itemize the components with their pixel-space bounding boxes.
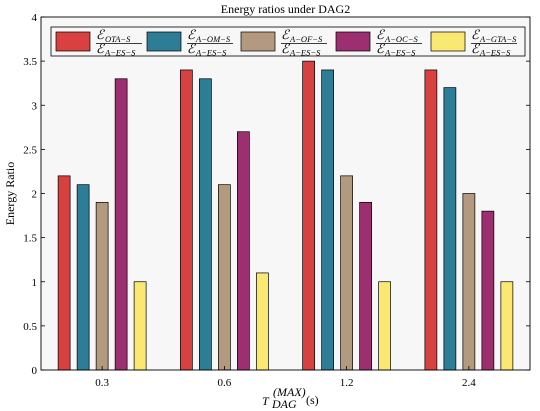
legend-den-4: A−ES−S bbox=[384, 48, 416, 58]
chart-title: Energy ratios under DAG2 bbox=[221, 2, 350, 16]
legend-symbol-den-1: ℰ bbox=[96, 41, 105, 56]
bar-series5-1.2 bbox=[378, 281, 391, 371]
y-tick-label-8: 4 bbox=[32, 12, 38, 24]
bar-series1-2.4 bbox=[424, 69, 438, 371]
legend-swatch-1 bbox=[55, 31, 91, 52]
legend-num-2: A−OM−S bbox=[195, 34, 231, 44]
bar-series5-0.3 bbox=[133, 281, 147, 371]
legend-num-3: A−OF−S bbox=[289, 34, 323, 44]
bar-series3-2.4 bbox=[462, 193, 476, 371]
legend-num-1: OTA−S bbox=[105, 34, 131, 44]
bar-series3-0.6 bbox=[218, 184, 231, 371]
bar-series4-2.4 bbox=[481, 210, 495, 371]
legend-den-3: A−ES−S bbox=[289, 48, 321, 58]
legend-symbol-den-5: ℰ bbox=[471, 41, 480, 56]
legend-den-2: A−ES−S bbox=[195, 48, 227, 58]
legend-swatch-2 bbox=[146, 31, 182, 52]
x-axis-label: T (MAX) DAG (s) bbox=[262, 385, 319, 411]
legend-item-4: ℰ A−OC−Sℰ A−ES−S bbox=[335, 27, 422, 58]
bar-series4-0.6 bbox=[237, 131, 250, 371]
legend-symbol-num-3: ℰ bbox=[281, 27, 290, 42]
legend-item-3: ℰ A−OF−Sℰ A−ES−S bbox=[240, 27, 327, 58]
x-axis: 0.3 0.6 1.2 2.4 bbox=[95, 366, 476, 389]
x-tick-label-0: 0.3 bbox=[95, 377, 109, 389]
x-tick-label-2: 1.2 bbox=[340, 377, 354, 389]
bar-series3-1.2 bbox=[340, 175, 353, 371]
y-tick-label-4: 2 bbox=[32, 189, 38, 201]
x-tick-label-3: 2.4 bbox=[462, 377, 476, 389]
legend-symbol-num-4: ℰ bbox=[376, 27, 385, 42]
bar-series1-0.6 bbox=[180, 69, 193, 371]
legend: ℰ OTA−Sℰ A−ES−Sℰ A−OM−Sℰ A−ES−Sℰ A−OF−Sℰ A−ES−… bbox=[50, 26, 526, 58]
bar-series3-0.3 bbox=[95, 201, 109, 371]
legend-symbol-den-2: ℰ bbox=[187, 41, 196, 56]
bar-series1-1.2 bbox=[302, 60, 315, 371]
y-tick-label-5: 2.5 bbox=[23, 144, 37, 156]
legend-symbol-den-3: ℰ bbox=[281, 41, 290, 56]
y-axis: 0 0.5 1 1.5 2 2.5 3 3.5 4 bbox=[23, 12, 530, 377]
bar-series2-0.3 bbox=[76, 184, 90, 371]
bar-series5-0.6 bbox=[256, 272, 269, 371]
legend-symbol-den-4: ℰ bbox=[376, 41, 385, 56]
y-tick-label-6: 3 bbox=[32, 100, 38, 112]
legend-den-1: A−ES−S bbox=[104, 48, 136, 58]
bar-series1-0.3 bbox=[57, 175, 71, 371]
bar-series2-1.2 bbox=[321, 69, 334, 371]
x-axis-label-superscript: (MAX) bbox=[273, 385, 306, 399]
legend-den-5: A−ES−S bbox=[479, 48, 511, 58]
bar-series5-2.4 bbox=[500, 281, 514, 371]
bar-series4-0.3 bbox=[114, 78, 128, 371]
legend-item-5: ℰ A−GTA−Sℰ A−ES−S bbox=[430, 27, 517, 58]
bar-series4-1.2 bbox=[359, 201, 372, 371]
legend-swatch-3 bbox=[240, 31, 276, 52]
bar-series2-0.6 bbox=[199, 78, 212, 371]
y-tick-label-2: 1 bbox=[32, 277, 38, 289]
legend-symbol-num-5: ℰ bbox=[471, 27, 480, 42]
legend-swatch-4 bbox=[335, 31, 371, 52]
y-tick-label-0: 0 bbox=[32, 365, 38, 377]
y-tick-label-7: 3.5 bbox=[23, 56, 37, 68]
legend-num-4: A−OC−S bbox=[384, 34, 418, 44]
y-tick-label-3: 1.5 bbox=[23, 233, 37, 245]
x-axis-label-unit: (s) bbox=[306, 393, 319, 407]
legend-symbol-num-2: ℰ bbox=[187, 27, 196, 42]
x-axis-label-subscript: DAG bbox=[271, 397, 297, 411]
y-axis-label: Energy Ratio bbox=[3, 162, 17, 225]
bar-series2-2.4 bbox=[443, 87, 457, 371]
plot-background bbox=[41, 17, 530, 370]
x-tick-label-1: 0.6 bbox=[218, 377, 232, 389]
legend-swatch-5 bbox=[430, 31, 466, 52]
x-axis-label-main: T bbox=[262, 394, 270, 408]
legend-item-1: ℰ OTA−Sℰ A−ES−S bbox=[55, 27, 142, 58]
y-tick-label-1: 0.5 bbox=[23, 321, 37, 333]
legend-item-2: ℰ A−OM−Sℰ A−ES−S bbox=[146, 27, 233, 58]
bars-group bbox=[57, 60, 514, 371]
legend-num-5: A−GTA−S bbox=[479, 34, 517, 44]
legend-symbol-num-1: ℰ bbox=[96, 27, 105, 42]
